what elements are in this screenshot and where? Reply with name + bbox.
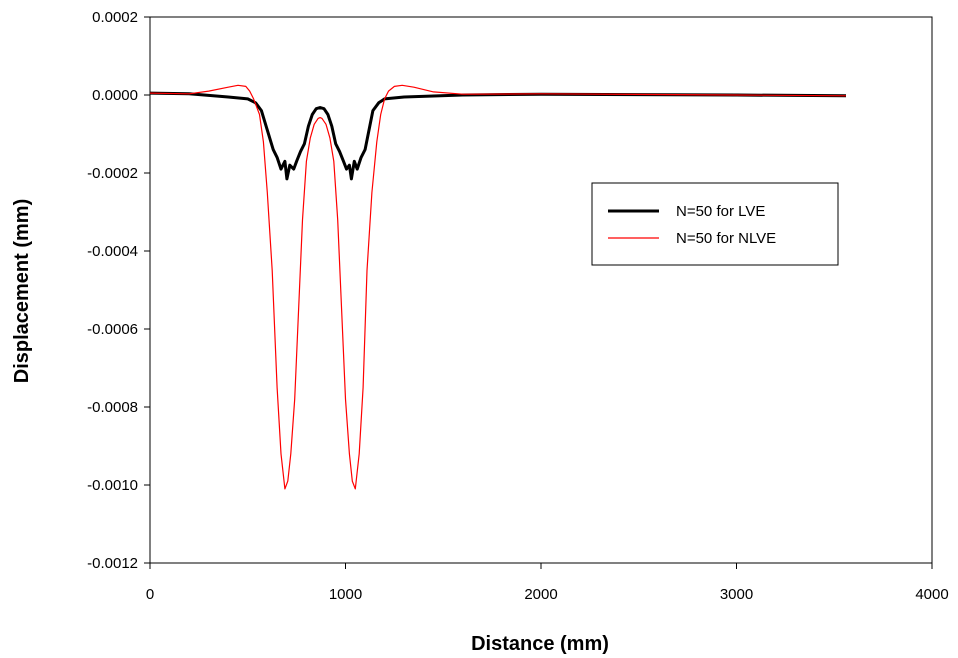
legend-label-nlve: N=50 for NLVE	[676, 230, 776, 247]
x-tick-label: 4000	[915, 586, 948, 603]
y-tick-label: -0.0004	[87, 243, 138, 260]
y-tick-label: -0.0006	[87, 321, 138, 338]
y-axis-title: Displacement (mm)	[11, 199, 33, 384]
legend: N=50 for LVE N=50 for NLVE	[591, 182, 839, 266]
legend-box	[591, 182, 839, 266]
x-axis-title: Distance (mm)	[471, 633, 609, 655]
y-tick-label: -0.0010	[87, 477, 138, 494]
x-axis: 0 1000 2000 3000 4000	[146, 563, 949, 603]
legend-label-lve: N=50 for LVE	[676, 203, 765, 220]
y-tick-label: -0.0008	[87, 399, 138, 416]
y-tick-label: 0.0002	[92, 9, 138, 26]
x-tick-label: 2000	[524, 586, 557, 603]
x-tick-label: 3000	[720, 586, 753, 603]
x-tick-label: 0	[146, 586, 154, 603]
y-tick-label: -0.0012	[87, 555, 138, 572]
y-tick-label: -0.0002	[87, 165, 138, 182]
series-line-lve	[149, 91, 847, 181]
plot-area	[149, 16, 933, 564]
y-tick-label: 0.0000	[92, 87, 138, 104]
series-line-nlve	[149, 84, 847, 490]
y-axis: 0.0002 0.0000 -0.0002 -0.0004 -0.0006 -0.0008…	[87, 9, 150, 572]
series-layer	[149, 84, 847, 490]
x-tick-label: 1000	[329, 586, 362, 603]
